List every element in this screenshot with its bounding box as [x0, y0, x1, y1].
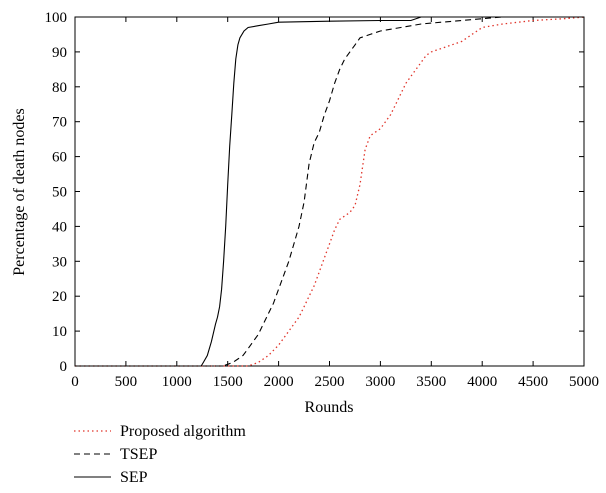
x-tick-label: 2000: [264, 374, 294, 390]
y-tick-label: 50: [52, 185, 67, 201]
legend-label: TSEP: [120, 446, 157, 463]
y-tick-label: 20: [52, 289, 67, 305]
series-lines: [75, 16, 585, 367]
x-tick-label: 4500: [518, 374, 548, 390]
x-tick-label: 4000: [467, 374, 497, 390]
legend: Proposed algorithm TSEP SEP: [74, 423, 246, 486]
legend-label: Proposed algorithm: [120, 423, 246, 440]
x-tick-label: 5000: [569, 374, 599, 390]
y-tick-label: 40: [52, 219, 67, 235]
series-line-sep: [75, 16, 584, 367]
y-tick-label: 80: [52, 80, 67, 96]
series-line-tsep: [75, 16, 584, 367]
series-line-proposed-algorithm: [75, 16, 585, 367]
legend-label: SEP: [120, 469, 148, 486]
x-tick-label: 1500: [213, 374, 243, 390]
y-tick-label: 70: [52, 115, 67, 131]
y-axis-label: Percentage of death nodes: [11, 108, 28, 275]
y-axis-ticks: 0 10 20 30 40 50 60 70 80 90 100: [45, 10, 584, 375]
plot-frame: [74, 16, 585, 367]
x-tick-label: 3500: [416, 374, 446, 390]
x-tick-label: 1000: [162, 374, 192, 390]
x-axis-ticks: 0 500 1000 1500 2000 2500 3000 3500 4000 4500 5000: [71, 17, 599, 390]
x-tick-label: 500: [115, 374, 138, 390]
x-axis-label: Rounds: [305, 399, 354, 416]
x-tick-label: 0: [71, 374, 79, 390]
y-tick-label: 0: [60, 359, 68, 375]
y-tick-label: 60: [52, 150, 67, 166]
y-tick-label: 100: [45, 10, 68, 26]
y-tick-label: 10: [52, 324, 67, 340]
x-tick-label: 2500: [315, 374, 345, 390]
y-tick-label: 90: [52, 45, 67, 61]
y-tick-label: 30: [52, 254, 67, 270]
x-tick-label: 3000: [365, 374, 395, 390]
